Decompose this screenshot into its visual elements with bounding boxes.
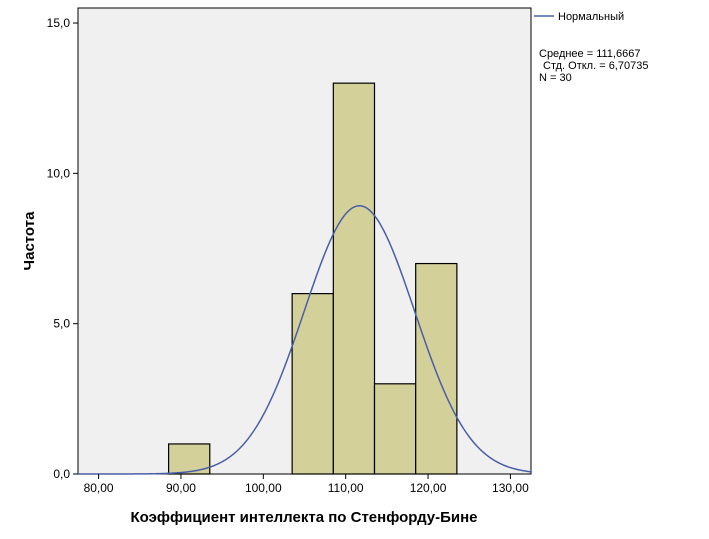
y-tick-label: 5,0 — [53, 317, 70, 331]
stats-n: N = 30 — [539, 72, 572, 84]
legend: Нормальный — [534, 11, 624, 23]
histogram-bar — [373, 383, 417, 475]
histogram-bar — [332, 82, 376, 475]
histogram-bar — [291, 293, 334, 475]
normal-curve — [78, 205, 532, 475]
x-axis-title: Коэффициент интеллекта по Стенфорду-Бине — [130, 509, 477, 526]
y-tick-label: 15,0 — [47, 16, 71, 30]
y-tick-label: 0,0 — [53, 467, 70, 481]
x-tick-label: 110,00 — [328, 481, 364, 495]
stats-mean: Среднее = 111,6667 — [539, 48, 640, 60]
y-tick-label: 10,0 — [47, 166, 71, 180]
x-tick-label: 120,00 — [410, 481, 447, 495]
y-axis-title: Частота — [21, 211, 38, 271]
x-tick-label: 80,00 — [84, 481, 114, 495]
histogram-bar — [415, 262, 458, 475]
x-tick-label: 100,00 — [245, 481, 282, 495]
x-tick-label: 130,00 — [492, 481, 529, 495]
stats-sd: Стд. Откл. = 6,70735 — [543, 60, 648, 72]
histogram-bar — [168, 443, 211, 475]
x-tick-label: 90,00 — [166, 481, 196, 495]
legend-label: Нормальный — [558, 11, 624, 23]
stats-box: Среднее = 111,6667 Стд. Откл. = 6,70735 … — [539, 48, 648, 84]
